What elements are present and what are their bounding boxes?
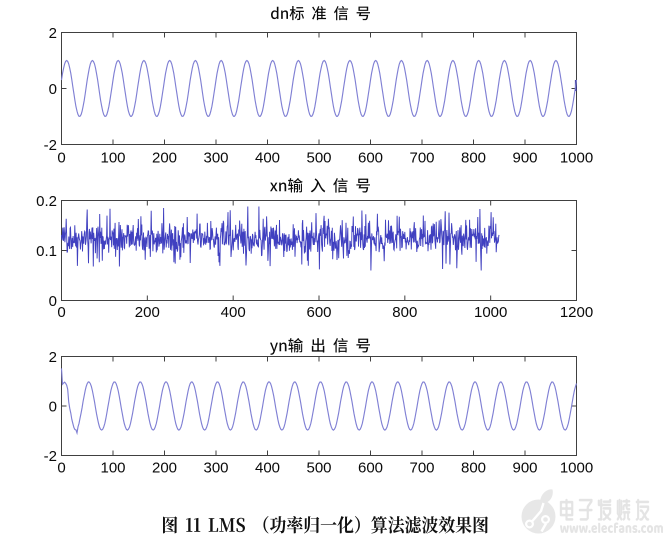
svg-text:0: 0 [49, 293, 57, 310]
svg-text:300: 300 [203, 460, 228, 477]
svg-text:0: 0 [49, 81, 57, 98]
svg-text:400: 400 [221, 304, 246, 321]
svg-text:400: 400 [255, 460, 280, 477]
svg-text:0: 0 [57, 460, 65, 477]
svg-text:0: 0 [57, 150, 65, 167]
svg-text:1000: 1000 [560, 150, 593, 167]
svg-text:1200: 1200 [560, 304, 593, 321]
svg-text:500: 500 [306, 460, 331, 477]
svg-text:400: 400 [255, 150, 280, 167]
svg-text:0.2: 0.2 [36, 193, 57, 210]
svg-text:-2: -2 [44, 448, 57, 465]
svg-text:300: 300 [203, 150, 228, 167]
svg-text:800: 800 [392, 304, 417, 321]
svg-text:-2: -2 [44, 137, 57, 154]
svg-text:700: 700 [409, 150, 434, 167]
svg-text:900: 900 [512, 150, 537, 167]
svg-text:2: 2 [49, 349, 57, 366]
svg-text:100: 100 [100, 150, 125, 167]
svg-text:500: 500 [306, 150, 331, 167]
svg-text:900: 900 [512, 460, 537, 477]
svg-text:1000: 1000 [474, 304, 507, 321]
svg-text:600: 600 [306, 304, 331, 321]
svg-text:200: 200 [135, 304, 160, 321]
svg-text:200: 200 [152, 460, 177, 477]
svg-text:700: 700 [409, 460, 434, 477]
svg-text:100: 100 [100, 460, 125, 477]
svg-text:0: 0 [57, 304, 65, 321]
svg-text:1000: 1000 [560, 460, 593, 477]
svg-text:800: 800 [461, 460, 486, 477]
svg-text:0: 0 [49, 398, 57, 415]
svg-text:800: 800 [461, 150, 486, 167]
svg-text:600: 600 [358, 150, 383, 167]
svg-text:0.1: 0.1 [36, 243, 57, 260]
svg-text:2: 2 [49, 25, 57, 42]
svg-text:200: 200 [152, 150, 177, 167]
svg-text:600: 600 [358, 460, 383, 477]
